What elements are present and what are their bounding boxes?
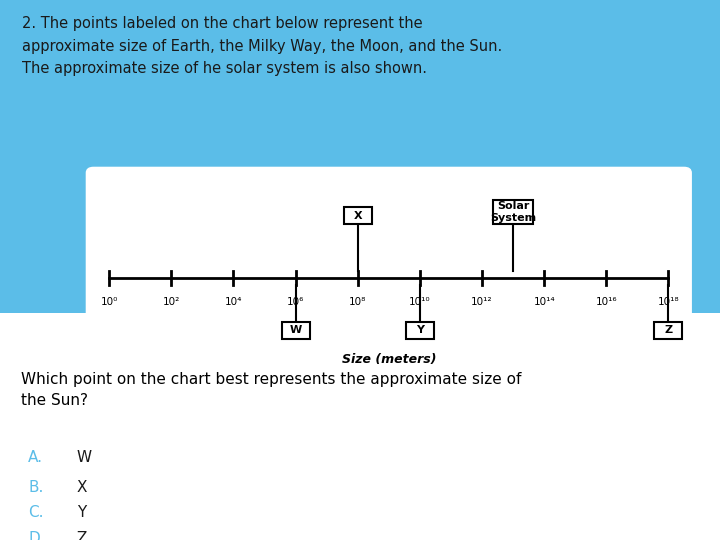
Text: 10²: 10² [163, 296, 180, 307]
Text: Y: Y [76, 505, 86, 521]
FancyBboxPatch shape [654, 322, 683, 339]
Text: C.: C. [28, 505, 44, 521]
Text: 10⁸: 10⁸ [349, 296, 366, 307]
Text: X: X [354, 211, 362, 221]
Text: 10¹⁴: 10¹⁴ [534, 296, 555, 307]
FancyBboxPatch shape [406, 322, 434, 339]
FancyBboxPatch shape [493, 200, 534, 224]
Text: A.: A. [28, 450, 43, 465]
Text: 10¹⁶: 10¹⁶ [595, 296, 617, 307]
Text: 10¹⁸: 10¹⁸ [657, 296, 679, 307]
Text: 10¹⁰: 10¹⁰ [409, 296, 431, 307]
FancyBboxPatch shape [282, 322, 310, 339]
Text: W: W [76, 450, 91, 465]
Text: 10⁴: 10⁴ [225, 296, 242, 307]
Text: Which point on the chart best represents the approximate size of
the Sun?: Which point on the chart best represents… [22, 373, 522, 408]
Text: X: X [76, 480, 87, 495]
Text: 2. The points labeled on the chart below represent the
approximate size of Earth: 2. The points labeled on the chart below… [22, 16, 502, 76]
Bar [0, 0, 720, 313]
Text: Solar
System: Solar System [490, 201, 536, 223]
FancyBboxPatch shape [86, 167, 691, 383]
Text: 10⁰: 10⁰ [101, 296, 118, 307]
Text: 10¹²: 10¹² [472, 296, 492, 307]
Text: B.: B. [28, 480, 44, 495]
Text: Z: Z [76, 531, 87, 540]
Text: Z: Z [665, 326, 672, 335]
Text: W: W [289, 326, 302, 335]
Text: Size (meters): Size (meters) [341, 353, 436, 366]
Text: Y: Y [416, 326, 424, 335]
Text: 10⁶: 10⁶ [287, 296, 305, 307]
Text: D.: D. [28, 531, 45, 540]
FancyBboxPatch shape [343, 207, 372, 224]
